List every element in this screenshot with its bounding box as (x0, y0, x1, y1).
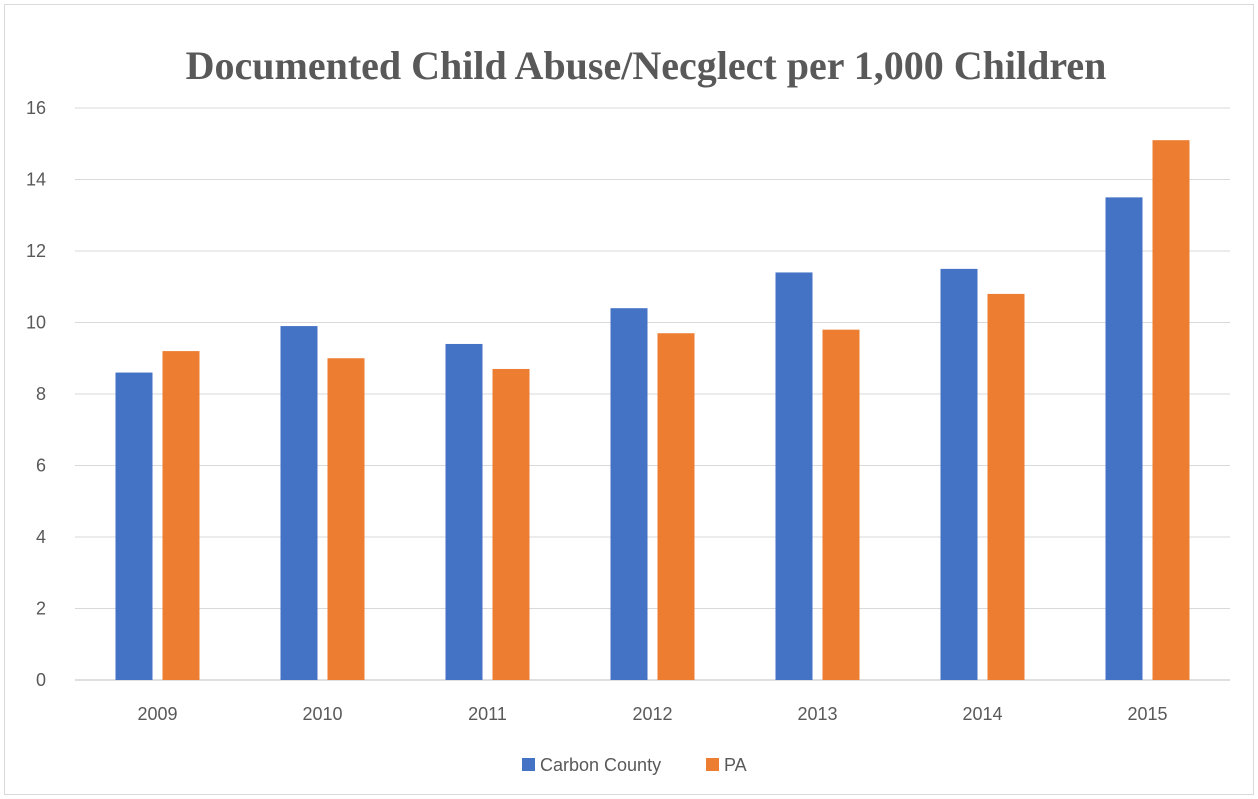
bars (115, 140, 1190, 681)
bar-carbon-county-2011 (445, 343, 483, 680)
y-tick-label: 0 (36, 670, 46, 690)
bar-pa-2014 (987, 293, 1025, 680)
bar-carbon-county-2010 (280, 326, 318, 680)
bar-carbon-county-2009 (115, 372, 153, 680)
y-tick-label: 12 (26, 241, 46, 261)
y-tick-label: 4 (36, 527, 46, 547)
bar-pa-2012 (657, 333, 695, 680)
chart-title: Documented Child Abuse/Necglect per 1,00… (186, 43, 1107, 88)
legend-label: PA (724, 755, 747, 775)
y-tick-label: 8 (36, 384, 46, 404)
x-tick-label: 2012 (632, 704, 672, 724)
x-axis-ticks: 2009 2010 2011 2012 2013 2014 2015 (137, 704, 1167, 724)
bar-pa-2015 (1152, 140, 1190, 681)
x-tick-label: 2013 (797, 704, 837, 724)
bar-carbon-county-2014 (940, 268, 978, 680)
bar-pa-2011 (492, 368, 530, 680)
y-tick-label: 14 (26, 170, 46, 190)
legend-label: Carbon County (540, 755, 661, 775)
legend-swatch (522, 758, 535, 771)
bar-pa-2010 (327, 358, 365, 680)
y-tick-label: 16 (26, 98, 46, 118)
legend: Carbon County PA (522, 755, 747, 775)
legend-swatch (706, 758, 719, 771)
y-axis-ticks: 0 2 4 6 8 10 12 14 16 (26, 98, 46, 690)
bar-pa-2009 (162, 351, 200, 680)
x-tick-label: 2015 (1127, 704, 1167, 724)
y-tick-label: 2 (36, 599, 46, 619)
x-tick-label: 2014 (962, 704, 1002, 724)
x-tick-label: 2009 (137, 704, 177, 724)
x-tick-label: 2010 (302, 704, 342, 724)
gridlines (75, 107, 1230, 681)
y-tick-label: 6 (36, 456, 46, 476)
bar-carbon-county-2012 (610, 308, 648, 680)
y-tick-label: 10 (26, 313, 46, 333)
x-tick-label: 2011 (468, 704, 507, 724)
bar-pa-2013 (822, 329, 860, 680)
bar-carbon-county-2013 (775, 272, 813, 680)
bar-carbon-county-2015 (1105, 197, 1143, 680)
